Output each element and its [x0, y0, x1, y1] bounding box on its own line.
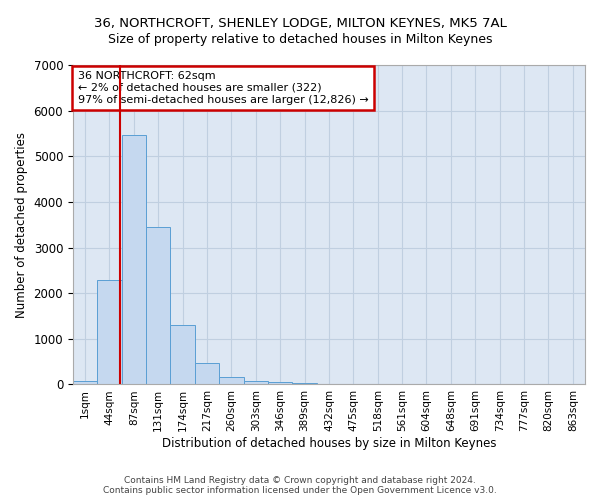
X-axis label: Distribution of detached houses by size in Milton Keynes: Distribution of detached houses by size …	[162, 437, 496, 450]
Bar	[73, 381, 97, 384]
Bar	[122, 136, 146, 384]
Text: Size of property relative to detached houses in Milton Keynes: Size of property relative to detached ho…	[108, 32, 492, 46]
Bar	[244, 381, 268, 384]
Y-axis label: Number of detached properties: Number of detached properties	[15, 132, 28, 318]
Bar	[170, 324, 195, 384]
Bar	[195, 364, 219, 384]
Bar	[268, 382, 292, 384]
Bar	[292, 382, 317, 384]
Text: 36 NORTHCROFT: 62sqm
← 2% of detached houses are smaller (322)
97% of semi-detac: 36 NORTHCROFT: 62sqm ← 2% of detached ho…	[78, 72, 369, 104]
Bar	[97, 280, 122, 384]
Text: Contains HM Land Registry data © Crown copyright and database right 2024.
Contai: Contains HM Land Registry data © Crown c…	[103, 476, 497, 495]
Text: 36, NORTHCROFT, SHENLEY LODGE, MILTON KEYNES, MK5 7AL: 36, NORTHCROFT, SHENLEY LODGE, MILTON KE…	[94, 18, 506, 30]
Bar	[219, 377, 244, 384]
Bar	[146, 227, 170, 384]
